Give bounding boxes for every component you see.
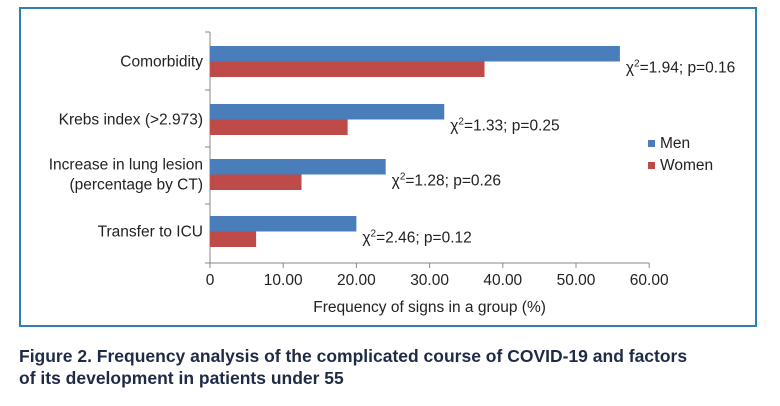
caption-line-2: of its development in patients under 55 — [19, 368, 344, 388]
x-tick-label-5: 50.00 — [557, 272, 596, 289]
x-tick-label-0: 0 — [206, 272, 215, 289]
category-label-0: Comorbidity — [120, 54, 203, 71]
annotation-1: χ2=1.33; p=0.25 — [450, 117, 559, 135]
bar-chart: 0 10.00 20.00 30.00 40.00 50.00 60.00 Comorbidi… — [49, 31, 735, 316]
category-label-2-0: Increase in lung lesion — [49, 157, 203, 174]
caption-line-1: Figure 2. Frequency analysis of the comp… — [19, 346, 688, 366]
legend-swatch-men — [648, 140, 655, 147]
bar-women-2 — [210, 174, 302, 190]
x-axis-title: Frequency of signs in a group (%) — [313, 299, 546, 316]
x-tick-label-4: 40.00 — [483, 272, 522, 289]
annotation-0: χ2=1.94; p=0.16 — [626, 59, 735, 77]
bar-men-0 — [210, 46, 620, 62]
x-tick-label-1: 10.00 — [264, 272, 303, 289]
x-tick-label-2: 20.00 — [337, 272, 376, 289]
bar-women-1 — [210, 119, 348, 135]
category-label-1: Krebs index (>2.973) — [59, 112, 203, 129]
bar-men-2 — [210, 159, 386, 175]
x-tick-label-6: 60.00 — [630, 272, 669, 289]
bar-women-0 — [210, 61, 485, 77]
bar-men-3 — [210, 216, 357, 232]
annotation-2: χ2=1.28; p=0.26 — [392, 172, 501, 190]
legend-label-men: Men — [660, 135, 690, 152]
legend-label-women: Women — [660, 157, 713, 174]
x-tick-label-3: 30.00 — [410, 272, 449, 289]
figure-caption: Figure 2. Frequency analysis of the comp… — [19, 345, 769, 389]
bar-men-1 — [210, 104, 445, 120]
category-label-2-1: (percentage by CT) — [69, 177, 203, 194]
annotation-3: χ2=2.46; p=0.12 — [362, 229, 471, 247]
bar-women-3 — [210, 231, 257, 247]
legend-swatch-women — [648, 162, 655, 169]
category-label-3: Transfer to ICU — [98, 224, 203, 241]
